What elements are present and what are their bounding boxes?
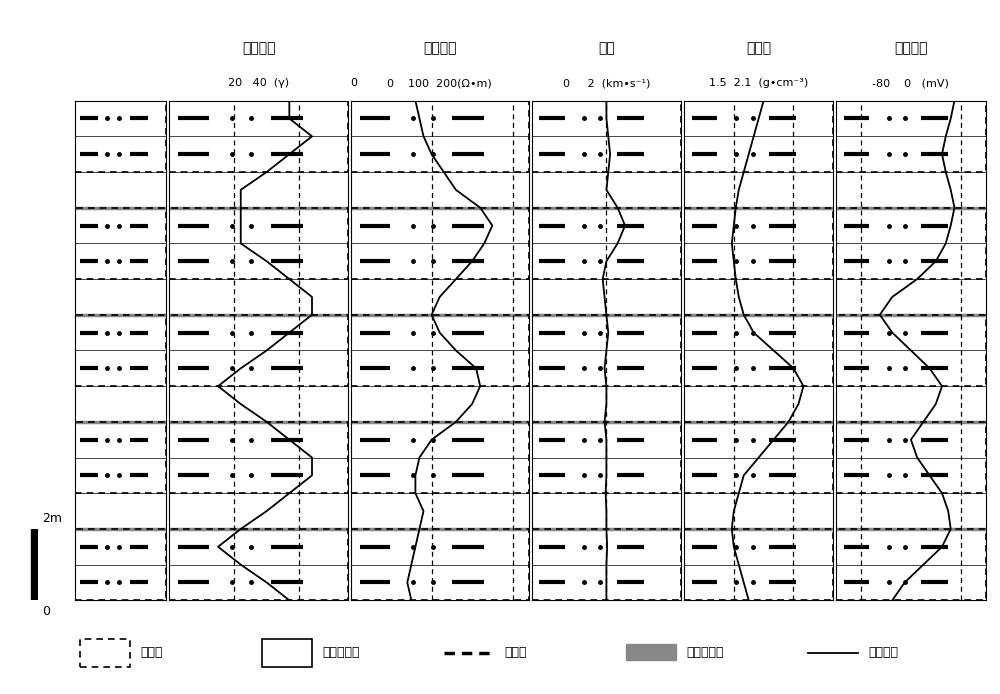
Text: 煤区间: 煤区间 xyxy=(141,646,163,659)
Text: 声波: 声波 xyxy=(598,42,615,56)
Bar xyxy=(80,639,130,667)
Text: 0: 0 xyxy=(42,604,50,618)
Text: 辅助投影线: 辅助投影线 xyxy=(687,646,724,659)
Text: 投影线: 投影线 xyxy=(505,646,527,659)
Text: 0: 0 xyxy=(351,78,358,88)
Text: 1.5  2.1  (g•cm⁻³): 1.5 2.1 (g•cm⁻³) xyxy=(709,78,808,88)
Bar xyxy=(262,639,312,667)
Text: -80    0   (mV): -80 0 (mV) xyxy=(872,78,949,88)
Text: 视密度: 视密度 xyxy=(746,42,771,56)
Text: 20   40  (γ): 20 40 (γ) xyxy=(228,78,289,88)
Bar xyxy=(626,644,676,660)
Bar xyxy=(31,529,37,600)
Text: 视电阻率: 视电阻率 xyxy=(423,42,456,56)
Text: 0     2  (km•s⁻¹): 0 2 (km•s⁻¹) xyxy=(563,78,650,88)
Text: 天然焦区间: 天然焦区间 xyxy=(323,646,360,659)
Text: 2m: 2m xyxy=(42,512,62,525)
Text: 自然伽玛: 自然伽玛 xyxy=(242,42,275,56)
Text: 自然电位: 自然电位 xyxy=(894,42,928,56)
Text: 0    100  200(Ω•m): 0 100 200(Ω•m) xyxy=(387,78,492,88)
Text: 测井曲线: 测井曲线 xyxy=(869,646,899,659)
